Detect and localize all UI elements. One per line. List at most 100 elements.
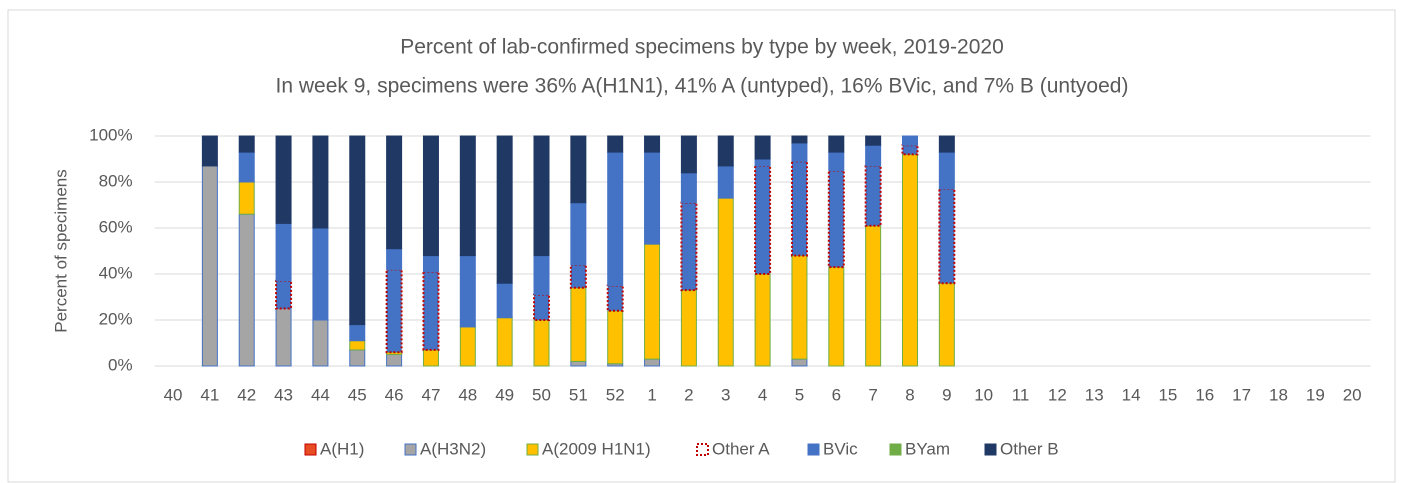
bar-segment — [496, 317, 513, 367]
bar-segment — [570, 360, 587, 367]
bar-segment — [349, 340, 366, 351]
x-tick-label: 14 — [1122, 385, 1141, 404]
bar-segment — [754, 164, 772, 275]
bar-segment — [717, 197, 734, 367]
bar-segment — [275, 308, 292, 367]
x-tick-label: 2 — [684, 385, 693, 404]
bar-segment — [238, 135, 255, 153]
bar-segment — [901, 144, 919, 156]
x-tick-label: 3 — [721, 385, 730, 404]
bar-segment — [570, 202, 587, 266]
bar-segment — [644, 135, 661, 153]
bar-segment — [607, 310, 624, 365]
bar-segment — [496, 282, 513, 319]
bar-segment — [386, 354, 403, 367]
bar-segment — [791, 142, 808, 162]
bar-segment — [570, 135, 587, 204]
bar-segment — [754, 135, 771, 160]
bar-segment — [828, 151, 845, 172]
bar-segment — [459, 135, 476, 257]
x-tick-label: 43 — [274, 385, 293, 404]
bar-segment — [238, 213, 255, 367]
x-tick-label: 47 — [422, 385, 441, 404]
legend-label: Other A — [712, 439, 770, 458]
x-tick-label: 51 — [569, 385, 588, 404]
y-tick-label: 80% — [99, 171, 133, 190]
legend-label: A(H3N2) — [420, 439, 486, 458]
y-tick-label: 60% — [99, 217, 133, 236]
bar-segment — [865, 225, 882, 367]
bar-segment — [865, 135, 882, 146]
bar-segment — [644, 151, 661, 245]
legend-swatch — [889, 443, 902, 456]
bar-segment — [938, 187, 956, 285]
legend-swatch — [404, 443, 417, 456]
x-tick-label: 18 — [1269, 385, 1288, 404]
bar-segment — [791, 358, 808, 367]
bar-segment — [386, 248, 403, 270]
x-tick-label: 12 — [1048, 385, 1067, 404]
x-tick-label: 40 — [164, 385, 183, 404]
bar-segment — [791, 255, 808, 360]
legend-label: A(2009 H1N1) — [542, 439, 651, 458]
bar-segment — [312, 227, 329, 321]
x-tick-label: 41 — [200, 385, 219, 404]
bar-segment — [644, 358, 661, 367]
bar-segment — [533, 319, 550, 367]
bar-segment — [791, 135, 808, 144]
x-tick-label: 50 — [532, 385, 551, 404]
bar-segment — [385, 268, 403, 354]
bar-segment — [938, 135, 955, 153]
bar-segment — [865, 144, 882, 167]
x-tick-label: 10 — [974, 385, 993, 404]
legend-label: BYam — [905, 439, 950, 458]
bar-segment — [422, 255, 439, 273]
bar-segment — [201, 165, 218, 367]
bar-segment — [680, 135, 697, 174]
x-tick-label: 13 — [1085, 385, 1104, 404]
bar-segment — [533, 255, 550, 296]
x-tick-label: 42 — [237, 385, 256, 404]
x-tick-label: 49 — [495, 385, 514, 404]
bar-segment — [828, 266, 845, 367]
legend-swatch — [984, 443, 997, 456]
bar-segment — [901, 153, 918, 367]
bar-segment — [422, 349, 439, 367]
x-tick-label: 4 — [758, 385, 767, 404]
bar-segment — [607, 151, 624, 286]
bar-segment — [570, 287, 587, 362]
bar-segment — [312, 319, 329, 367]
y-tick-label: 0% — [108, 355, 133, 374]
chart-subtitle: In week 9, specimens were 36% A(H1N1), 4… — [276, 75, 1129, 98]
x-tick-label: 20 — [1343, 385, 1362, 404]
bar-segment — [680, 201, 698, 292]
y-axis-label: Percent of specimens — [51, 169, 70, 332]
legend-swatch — [304, 443, 317, 456]
bar-segment — [349, 349, 366, 367]
bar-segment — [828, 135, 845, 153]
y-tick-label: 40% — [99, 263, 133, 282]
x-tick-label: 11 — [1012, 385, 1030, 404]
x-tick-label: 6 — [832, 385, 841, 404]
x-tick-label: 17 — [1232, 385, 1251, 404]
bar-segment — [644, 243, 661, 360]
y-tick-label: 100% — [89, 125, 132, 144]
legend-swatch — [526, 443, 539, 456]
x-tick-label: 5 — [795, 385, 804, 404]
bar-segment — [459, 326, 476, 367]
bar-segment — [938, 151, 955, 190]
bar-segment — [754, 158, 771, 167]
bar-segment — [901, 135, 918, 146]
bar-segment — [459, 255, 476, 328]
x-tick-label: 44 — [311, 385, 330, 404]
bar-segment — [754, 273, 771, 367]
bar-segment — [680, 172, 697, 204]
x-tick-label: 52 — [606, 385, 625, 404]
bar-segment — [312, 135, 329, 229]
x-tick-label: 1 — [647, 385, 656, 404]
x-tick-label: 46 — [385, 385, 404, 404]
legend-swatch — [696, 443, 709, 456]
bar-segment — [422, 270, 440, 351]
legend-swatch — [807, 443, 820, 456]
